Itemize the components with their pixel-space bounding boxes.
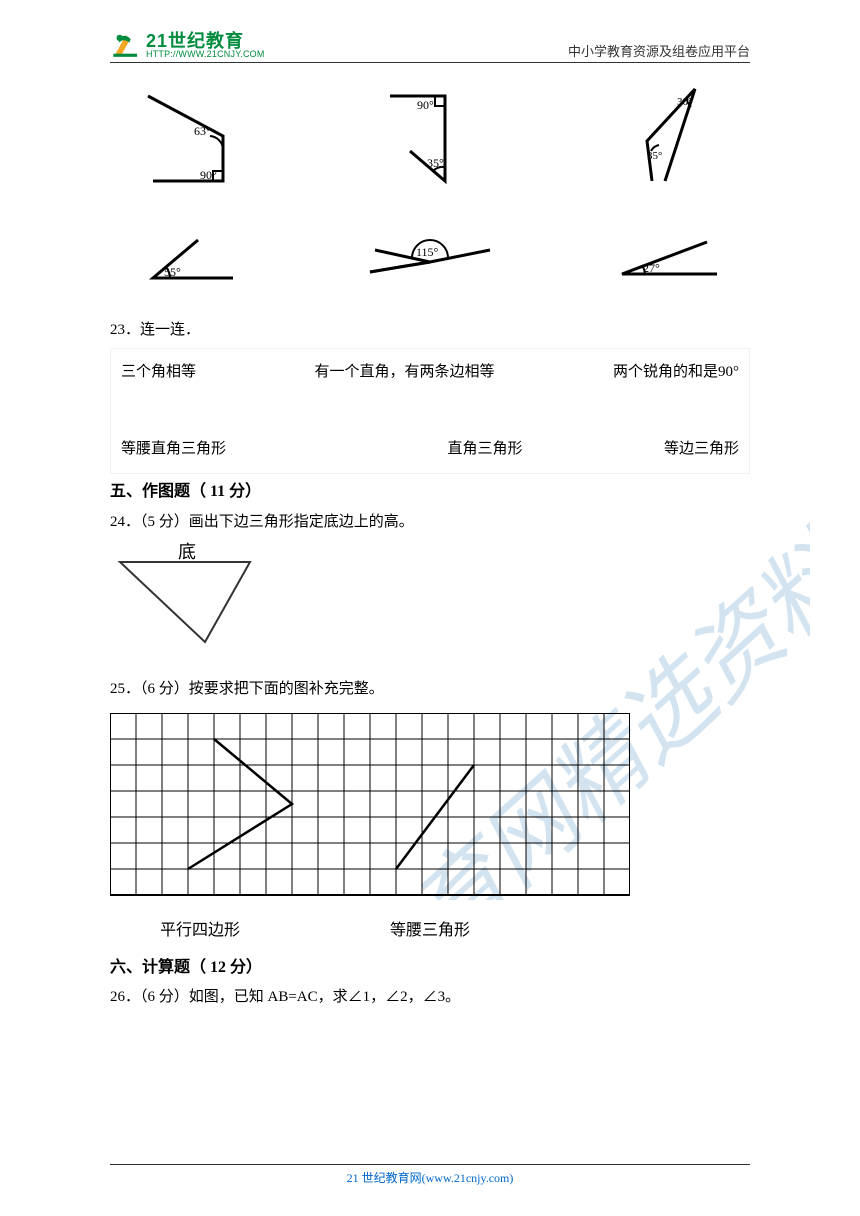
match-item: 等腰直角三角形 xyxy=(121,436,226,463)
svg-text:27°: 27° xyxy=(643,261,660,275)
q25-labels: 平行四边形 等腰三角形 xyxy=(110,917,750,946)
figures-row-bottom: 55° 115° 27° xyxy=(110,227,750,287)
triangle-figure: 30° 35° xyxy=(592,81,742,191)
page-content: 63° 90° 90° 35° 30° xyxy=(110,81,750,1011)
q23-num: 23． xyxy=(110,322,140,338)
svg-text:115°: 115° xyxy=(416,245,439,259)
svg-text:55°: 55° xyxy=(164,265,181,279)
grid-label: 平行四边形 xyxy=(160,917,240,946)
q24-text: 24．（5 分）画出下边三角形指定底边上的高。 xyxy=(110,509,750,536)
logo-url: HTTP://WWW.21CNJY.COM xyxy=(146,50,265,59)
header-subtitle: 中小学教育资源及组卷应用平台 xyxy=(568,41,750,60)
angle-figure: 27° xyxy=(592,227,742,287)
q25-text: 25．（6 分）按要求把下面的图补充完整。 xyxy=(110,676,750,703)
svg-text:90°: 90° xyxy=(200,168,217,182)
page-header: 21世纪教育 HTTP://WWW.21CNJY.COM 中小学教育资源及组卷应… xyxy=(110,30,750,63)
section-6-title: 六、计算题（ 12 分） xyxy=(110,954,750,983)
svg-text:90°: 90° xyxy=(417,98,434,112)
section-5-title: 五、作图题（ 11 分） xyxy=(110,478,750,507)
logo-icon xyxy=(110,30,142,60)
matching-box: 三个角相等 有一个直角，有两条边相等 两个锐角的和是90° 等腰直角三角形 直角… xyxy=(110,348,750,474)
svg-text:35°: 35° xyxy=(647,150,662,162)
page-footer: 21 世纪教育网(www.21cnjy.com) xyxy=(110,1164,750,1186)
match-item: 三个角相等 xyxy=(121,359,196,386)
grid-label: 等腰三角形 xyxy=(390,917,470,946)
triangle-figure: 63° 90° xyxy=(118,81,268,191)
logo: 21世纪教育 HTTP://WWW.21CNJY.COM xyxy=(110,30,265,60)
svg-text:35°: 35° xyxy=(427,156,444,170)
svg-text:底: 底 xyxy=(178,542,196,562)
q23-title: 连一连． xyxy=(140,322,200,338)
angle-figure: 115° xyxy=(355,227,505,287)
angle-figure: 55° xyxy=(118,227,268,287)
match-item: 有一个直角，有两条边相等 xyxy=(315,359,495,386)
q25-grid xyxy=(110,713,750,913)
q23-line: 23．连一连． xyxy=(110,317,750,344)
svg-text:63°: 63° xyxy=(194,124,211,138)
angle-figure: 90° 35° xyxy=(355,81,505,191)
match-item: 等边三角形 xyxy=(664,436,739,463)
logo-title: 21世纪教育 xyxy=(146,32,265,50)
match-item: 直角三角形 xyxy=(367,436,522,463)
q26-text: 26．（6 分）如图，已知 AB=AC，求∠1，∠2，∠3。 xyxy=(110,984,750,1011)
q24-figure: 底 xyxy=(110,542,750,662)
svg-text:30°: 30° xyxy=(677,96,692,108)
match-item: 两个锐角的和是90° xyxy=(613,359,739,386)
figures-row-top: 63° 90° 90° 35° 30° xyxy=(110,81,750,191)
